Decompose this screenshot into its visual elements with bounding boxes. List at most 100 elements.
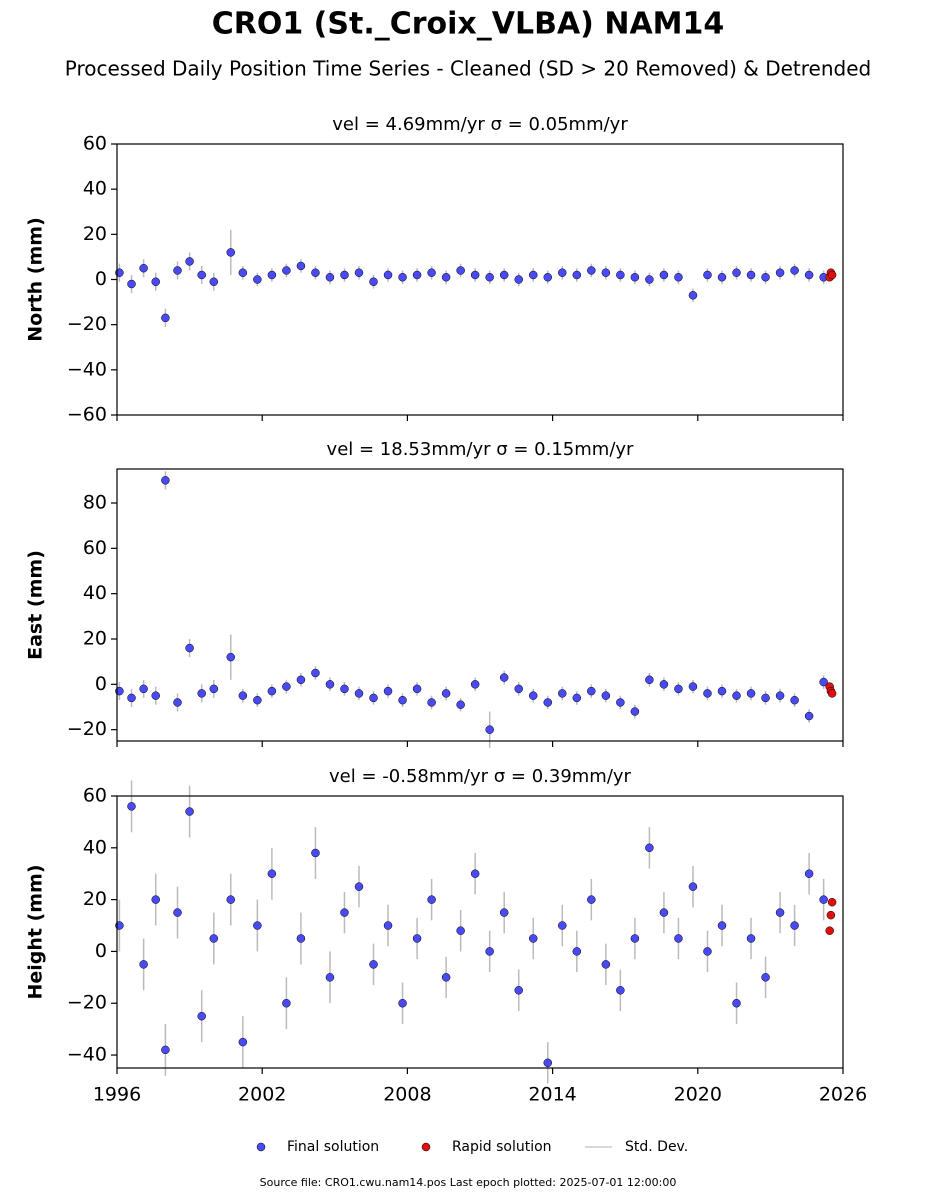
data-point: [456, 266, 465, 275]
data-point: [746, 934, 756, 943]
y-tick-label: 60: [83, 785, 107, 807]
data-point: [354, 268, 364, 277]
x-tick-label: 2014: [528, 1084, 576, 1106]
legend-label: Std. Dev.: [625, 1139, 688, 1155]
data-point: [558, 689, 567, 698]
data-point: [804, 270, 814, 280]
data-point: [383, 270, 393, 280]
data-point: [427, 698, 436, 707]
data-point: [790, 695, 799, 705]
data-point: [645, 843, 654, 853]
data-point: [151, 691, 160, 700]
figure-subtitle: Processed Daily Position Time Series - C…: [65, 57, 871, 81]
data-point: [703, 947, 712, 956]
data-point: [645, 675, 654, 685]
data-point: [412, 270, 422, 280]
data-point: [717, 686, 727, 696]
data-point: [819, 895, 828, 904]
data-point: [688, 882, 698, 891]
data-point: [804, 869, 814, 878]
y-tick-label: −20: [67, 313, 107, 335]
data-point: [674, 684, 683, 694]
data-point: [185, 257, 194, 266]
data-point: [688, 682, 698, 691]
data-point: [238, 691, 248, 700]
data-point: [688, 291, 698, 300]
data-point: [746, 270, 756, 280]
data-point: [528, 934, 538, 943]
data-point: [485, 947, 494, 956]
data-point: [825, 926, 834, 935]
data-point: [197, 1011, 206, 1021]
data-point: [325, 680, 335, 689]
data-point: [441, 973, 451, 982]
data-point: [761, 973, 770, 982]
data-point: [127, 802, 136, 811]
data-point: [659, 908, 669, 917]
data-point: [790, 921, 799, 930]
y-tick-label: 60: [83, 537, 107, 559]
data-point: [732, 268, 741, 277]
legend-label: Rapid solution: [452, 1139, 552, 1155]
data-point: [499, 908, 509, 917]
data-point: [253, 921, 262, 930]
data-point: [226, 895, 235, 904]
legend-marker: [256, 1142, 266, 1152]
data-point: [674, 934, 683, 943]
data-point: [775, 908, 785, 917]
data-point: [543, 1058, 553, 1068]
data-point: [528, 270, 538, 280]
data-point: [717, 921, 727, 930]
x-tick-label: 1996: [93, 1084, 141, 1106]
y-tick-label: 0: [95, 940, 107, 962]
data-point: [804, 711, 814, 721]
data-point: [441, 689, 451, 698]
data-point: [325, 973, 335, 982]
x-tick-label: 2002: [238, 1084, 286, 1106]
data-point: [340, 908, 349, 917]
data-point: [209, 934, 219, 943]
data-point: [427, 268, 436, 277]
data-point: [267, 869, 277, 878]
y-tick-label: −20: [67, 992, 107, 1014]
data-point: [173, 698, 182, 707]
legend-marker: [421, 1142, 431, 1152]
data-point: [185, 807, 194, 816]
data-point: [383, 921, 393, 930]
data-point: [226, 652, 235, 662]
data-point: [238, 268, 248, 277]
data-point: [558, 268, 567, 277]
data-point: [253, 275, 262, 284]
panel-title: vel = -0.58mm/yr σ = 0.39mm/yr: [329, 766, 632, 787]
y-tick-label: 20: [83, 628, 107, 650]
data-point: [732, 998, 741, 1008]
data-point: [282, 998, 291, 1008]
data-point: [630, 272, 640, 282]
data-point: [253, 695, 262, 705]
footer: Source file: CRO1.cwu.nam14.pos Last epo…: [260, 1176, 677, 1189]
y-tick-label: 60: [83, 133, 107, 155]
data-point: [161, 313, 170, 323]
data-point: [543, 698, 553, 707]
x-tick-label: 2020: [674, 1084, 722, 1106]
y-tick-label: −40: [67, 358, 107, 380]
legend-label: Final solution: [287, 1139, 379, 1155]
data-point: [296, 675, 306, 685]
x-tick-label: 2008: [383, 1084, 431, 1106]
data-point: [616, 986, 625, 995]
data-point: [441, 272, 451, 282]
data-point: [127, 279, 136, 289]
data-point: [819, 677, 828, 687]
data-point: [485, 272, 494, 282]
data-point: [139, 684, 148, 694]
y-axis-label: East (mm): [25, 550, 47, 660]
y-tick-label: 40: [83, 836, 107, 858]
data-point: [601, 691, 611, 700]
data-point: [470, 869, 480, 878]
data-point: [499, 270, 509, 280]
data-point: [616, 698, 625, 707]
data-point: [398, 695, 407, 705]
data-point: [456, 926, 465, 935]
data-point: [659, 680, 669, 689]
